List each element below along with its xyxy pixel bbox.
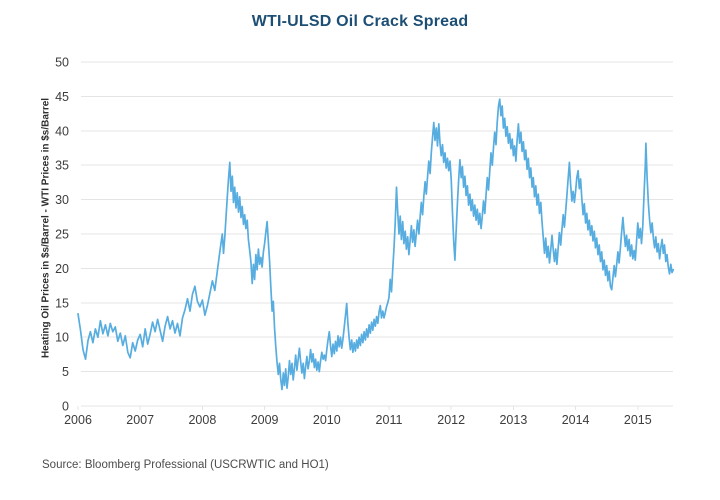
y-tick-label: 10 xyxy=(55,331,69,345)
y-tick-label: 35 xyxy=(55,159,69,173)
x-tick-label: 2006 xyxy=(64,413,92,427)
x-tick-label: 2011 xyxy=(376,413,403,427)
spread-line xyxy=(77,98,675,391)
x-tick-label: 2014 xyxy=(562,413,590,427)
y-tick-label: 20 xyxy=(55,262,69,276)
y-tick-label: 40 xyxy=(55,124,69,138)
y-tick-label: 30 xyxy=(55,193,69,207)
source-caption: Source: Bloomberg Professional (USCRWTIC… xyxy=(42,459,329,471)
y-tick-label: 0 xyxy=(62,400,69,414)
x-tick-label: 2015 xyxy=(624,413,652,427)
x-tick-label: 2013 xyxy=(499,413,527,427)
x-tick-label: 2012 xyxy=(437,413,465,427)
x-tick-label: 2007 xyxy=(126,413,154,427)
x-tick-label: 2009 xyxy=(251,413,279,427)
y-tick-label: 5 xyxy=(62,365,69,379)
y-tick-label: 45 xyxy=(55,90,69,104)
y-tick-label: 50 xyxy=(55,56,69,70)
y-tick-label: 25 xyxy=(55,228,69,242)
y-axis-label: Heating Oil Prices in $s/Barrel - WTI Pr… xyxy=(40,97,52,359)
x-tick-label: 2008 xyxy=(188,413,216,427)
y-tick-label: 15 xyxy=(55,296,69,310)
chart-title: WTI-ULSD Oil Crack Spread xyxy=(251,13,469,30)
x-tick-label: 2010 xyxy=(313,413,341,427)
